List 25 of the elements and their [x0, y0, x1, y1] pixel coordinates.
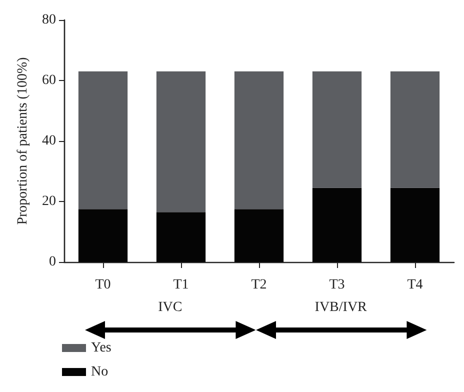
- bar: [78, 71, 128, 210]
- bar: [156, 212, 206, 262]
- y-axis-title: Proportion of patients (100%): [16, 56, 30, 225]
- bar: [78, 209, 128, 262]
- bar: [390, 188, 440, 262]
- y-tick-label: 60: [42, 73, 56, 88]
- bar: [390, 71, 440, 188]
- text: IVC: [157, 300, 184, 316]
- bar: [156, 71, 206, 212]
- bar: [234, 209, 284, 262]
- x-tick-label: T2: [251, 278, 267, 292]
- legend-label: No: [91, 364, 108, 380]
- bar: [234, 71, 284, 210]
- legend-label: Yes: [91, 340, 112, 356]
- x-tick-label: T3: [329, 278, 345, 292]
- bar: [312, 188, 362, 262]
- bar: [312, 71, 362, 188]
- y-tick-label: 0: [49, 254, 56, 270]
- y-tick-label: 80: [42, 12, 56, 28]
- x-tick-label: T0: [95, 278, 111, 292]
- x-tick-label: T4: [407, 278, 423, 292]
- text: IVB/IVR: [314, 300, 368, 316]
- y-tick-label: 40: [42, 134, 56, 148]
- y-tick-label: 20: [42, 194, 56, 209]
- x-tick-label: T1: [173, 278, 189, 292]
